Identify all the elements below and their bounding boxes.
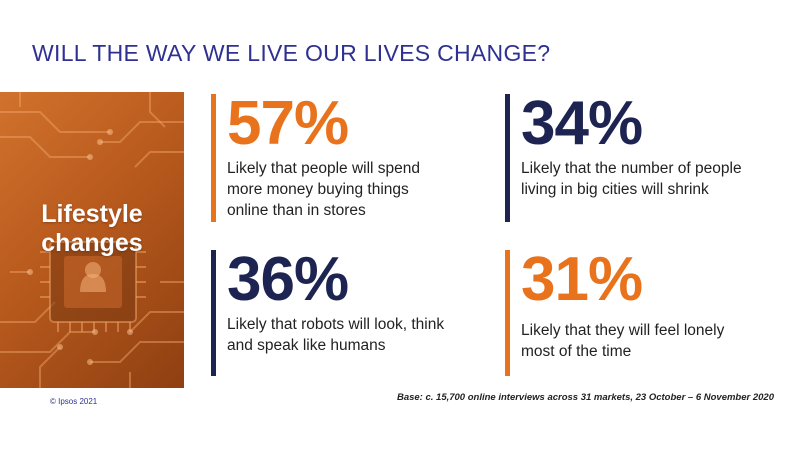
stat-accent-bar bbox=[505, 94, 510, 222]
stat-accent-bar bbox=[505, 250, 510, 376]
stat-description-line: Likely that they will feel lonely bbox=[521, 322, 725, 339]
stat-value: 36% bbox=[227, 245, 349, 314]
stat-description-line: Likely that the number of people bbox=[521, 160, 742, 177]
stat-description-line: living in big cities will shrink bbox=[521, 181, 709, 198]
stat-accent-bar bbox=[211, 94, 216, 222]
circuit-board-image: Lifestyle changes bbox=[0, 92, 184, 388]
stat-big-cities: 34% Likely that the number of people liv… bbox=[505, 90, 785, 222]
stat-description-line: and speak like humans bbox=[227, 337, 386, 354]
copyright-notice: © Ipsos 2021 bbox=[50, 397, 98, 406]
image-label-line2: changes bbox=[41, 229, 143, 257]
image-label-line1: Lifestyle bbox=[41, 200, 143, 228]
stat-description: Likely that robots will look, think and … bbox=[227, 314, 444, 356]
stat-description: Likely that people will spend more money… bbox=[227, 158, 420, 221]
stat-accent-bar bbox=[211, 250, 216, 376]
slide-title: WILL THE WAY WE LIVE OUR LIVES CHANGE? bbox=[32, 40, 551, 66]
stat-description-line: online than in stores bbox=[227, 202, 366, 219]
stat-description-line: most of the time bbox=[521, 343, 632, 360]
base-footnote: Base: c. 15,700 online interviews across… bbox=[396, 392, 774, 403]
stat-description: Likely that the number of people living … bbox=[521, 158, 742, 200]
stat-robots: 36% Likely that robots will look, think … bbox=[211, 246, 491, 376]
stat-description: Likely that they will feel lonely most o… bbox=[521, 320, 724, 362]
image-label: Lifestyle changes bbox=[0, 200, 184, 258]
stat-value: 34% bbox=[521, 89, 643, 158]
stat-description-line: Likely that people will spend bbox=[227, 160, 421, 177]
stat-description-line: Likely that robots will look, think bbox=[227, 316, 445, 333]
stat-value: 31% bbox=[521, 245, 643, 314]
stat-value: 57% bbox=[227, 89, 349, 158]
stat-online-spending: 57% Likely that people will spend more m… bbox=[211, 90, 491, 222]
stat-loneliness: 31% Likely that they will feel lonely mo… bbox=[505, 246, 785, 376]
stat-description-line: more money buying things bbox=[227, 181, 409, 198]
circuit-board-chip-icon bbox=[0, 92, 184, 388]
